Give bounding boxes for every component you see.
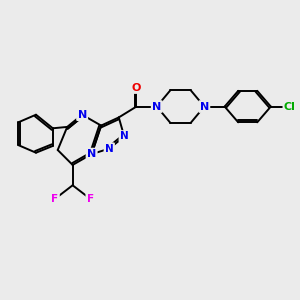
Text: N: N — [87, 149, 96, 159]
Text: N: N — [120, 131, 129, 141]
Text: N: N — [77, 110, 87, 120]
Text: N: N — [105, 144, 114, 154]
Text: N: N — [200, 102, 209, 112]
Text: N: N — [152, 102, 161, 112]
Text: O: O — [132, 82, 141, 93]
Text: F: F — [51, 194, 58, 204]
Text: F: F — [87, 194, 94, 204]
Text: Cl: Cl — [284, 102, 296, 112]
